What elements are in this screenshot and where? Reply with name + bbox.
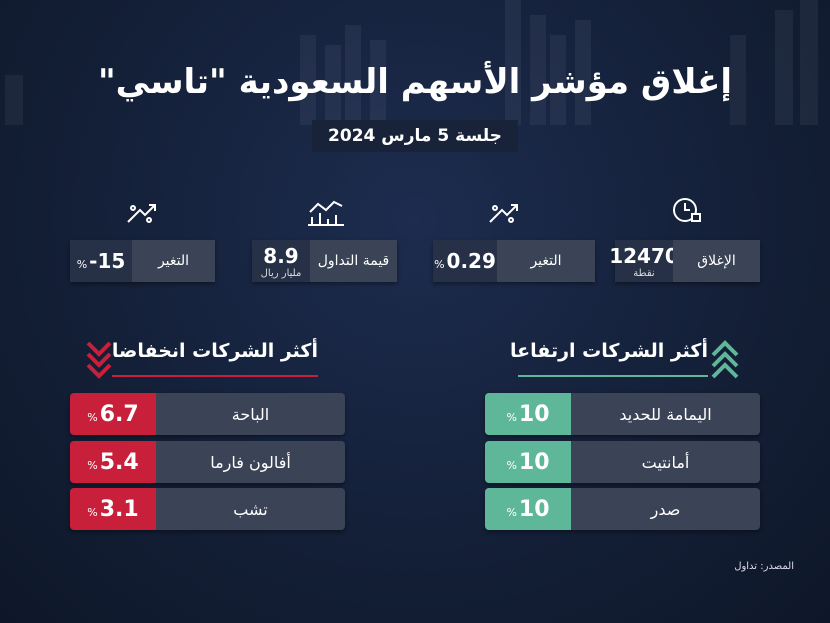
value-box: % 10 [485,488,571,530]
company-name: تشب [156,488,345,530]
company-name: أفالون فارما [156,441,345,483]
company-row: % 10 أمانتيت [485,441,760,483]
stat-label: التغير [132,240,215,282]
value-group: % 3.1 [87,497,138,522]
company-name: اليمامة للحديد [571,393,760,435]
stat-card: 12470 نقطة الإغلاق [609,240,760,282]
value-unit: % [87,458,98,472]
value-box: % 5.4 [70,441,156,483]
value-unit: % [506,410,517,424]
company-row: % 3.1 تشب [70,488,345,530]
value-unit: % [506,505,517,519]
company-name: الباحة [156,393,345,435]
value-group: % 10 [506,497,549,522]
gainers-title: أكثر الشركات ارتفاعا [510,340,708,362]
stat-value: 8.9 [263,243,299,268]
value-group: % 10 [506,450,549,475]
company-row: % 10 صدر [485,488,760,530]
losers-title: أكثر الشركات انخفاضا [111,340,318,362]
stat-label: الإغلاق [673,240,760,282]
stat-unit: نقطة [633,267,655,279]
company-name: أمانتيت [571,441,760,483]
company-value: 5.4 [99,449,139,475]
value-group: % 5.4 [87,450,138,475]
subtitle: جلسة 5 مارس 2024 [312,120,518,152]
company-value: 3.1 [99,496,139,522]
value-box: % 10 [485,441,571,483]
value-unit: % [87,505,98,519]
company-row: % 6.7 الباحة [70,393,345,435]
value-group: % 10 [506,402,549,427]
title: إغلاق مؤشر الأسهم السعودية "تاسي" [97,62,733,102]
company-value: 6.7 [99,401,139,427]
stat-label: التغير [497,240,595,282]
stat-card: % -15 التغير [70,240,215,282]
stat-value: 0.29 [446,249,496,273]
stat-value: 12470 [609,243,679,268]
company-name: صدر [571,488,760,530]
value-unit: % [87,410,98,424]
value-box: % 6.7 [70,393,156,435]
source: المصدر: تداول [734,561,794,572]
stat-value: -15 [89,249,126,273]
stat-card: % 0.29 التغير [433,240,595,282]
company-row: % 5.4 أفالون فارما [70,441,345,483]
company-value: 10 [518,401,550,427]
stat-unit: % [434,258,445,271]
value-group: % 6.7 [87,402,138,427]
value-box: % 10 [485,393,571,435]
value-unit: % [506,458,517,472]
company-value: 10 [518,496,550,522]
value-box: % 3.1 [70,488,156,530]
company-row: % 10 اليمامة للحديد [485,393,760,435]
stat-unit: % [76,258,88,271]
company-value: 10 [518,449,550,475]
stat-label: قيمة التداول [310,240,397,282]
stat-card: 8.9 مليار ريال قيمة التداول [252,240,397,282]
stat-unit: مليار ريال [260,267,302,279]
